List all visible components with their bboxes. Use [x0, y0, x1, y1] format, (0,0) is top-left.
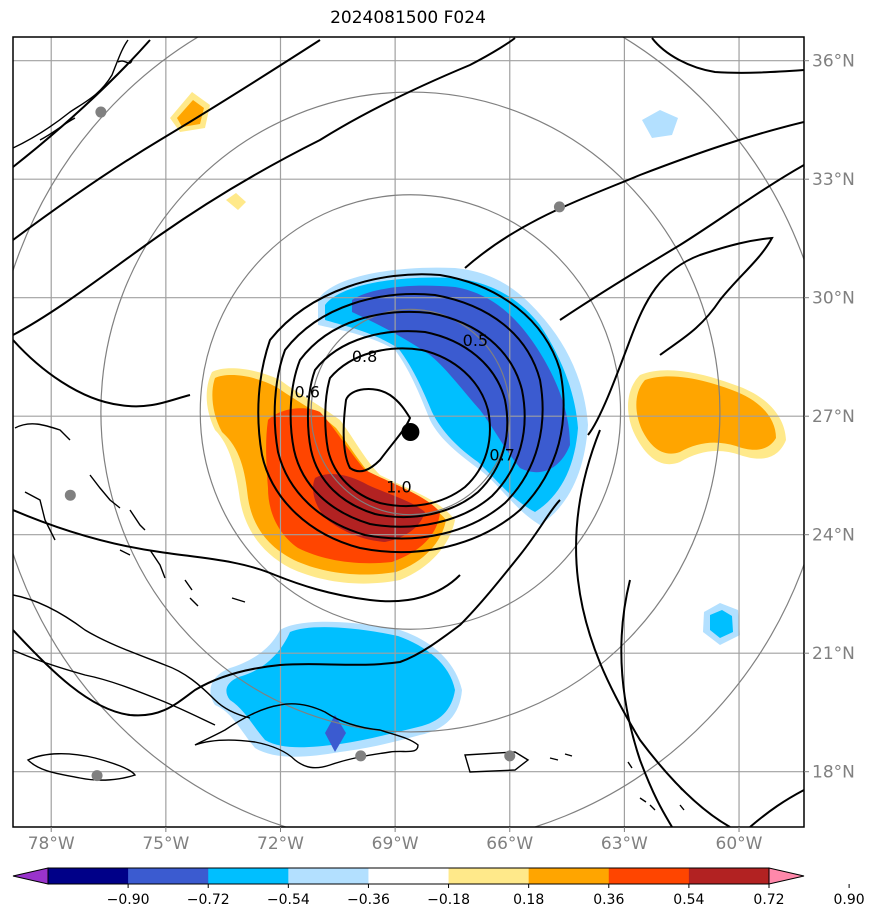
- patch-east-medium: [710, 610, 733, 638]
- south-negative-strong: [325, 715, 346, 752]
- colorbar-tick-label-0: −0.90: [107, 892, 150, 908]
- lat-tick-label-1: 21°N: [812, 644, 855, 664]
- coastline-lesser-antilles: [549, 753, 685, 811]
- contour-east-south: [575, 429, 731, 827]
- lat-tick-label-3: 27°N: [812, 407, 855, 427]
- contour-label-2: 0.6: [295, 383, 320, 402]
- lon-tick-label-3: 69°W: [372, 834, 419, 854]
- lon-tick-label-6: 60°W: [716, 834, 763, 854]
- latitude-axis: 18°N 21°N 24°N 27°N 30°N 33°N 36°N: [804, 52, 855, 783]
- anomaly-fill-layer: [170, 92, 786, 757]
- station-dot-3: [91, 770, 103, 782]
- lat-tick-label-6: 36°N: [812, 52, 855, 72]
- coastline-us-east: [13, 39, 133, 149]
- station-dot-5: [504, 750, 516, 762]
- contour-inner-low: [342, 388, 412, 473]
- station-dot-0: [95, 106, 107, 118]
- contour-cyclone-2: [273, 293, 544, 540]
- contour-cyclone-1: [257, 273, 565, 554]
- colorbar-segment-1: [128, 868, 209, 884]
- negative-anomaly-strong: [352, 285, 570, 473]
- lon-tick-label-2: 72°W: [257, 834, 304, 854]
- colorbar-extend-high: [768, 867, 805, 885]
- lat-tick-label-5: 33°N: [812, 170, 855, 190]
- lat-tick-label-2: 24°N: [812, 526, 855, 546]
- contour-southwest: [13, 499, 561, 717]
- colorbar-tick-label-4: −0.18: [427, 892, 470, 908]
- lon-tick-label-5: 63°W: [601, 834, 648, 854]
- contour-nw-2: [13, 39, 321, 241]
- colorbar-tick-label-2: −0.54: [267, 892, 310, 908]
- map-frame: [12, 36, 805, 828]
- contour-label-1: 0.8: [352, 347, 377, 366]
- patch-ne-light: [642, 110, 678, 138]
- contour-label-4: 1.0: [386, 477, 411, 496]
- contour-trough-east: [587, 236, 774, 436]
- south-negative-medium: [226, 627, 455, 748]
- contour-labels: 0.5 0.8 0.6 0.7 1.0: [295, 331, 515, 496]
- contour-label-3: 0.7: [489, 446, 514, 465]
- east-positive-medium: [636, 376, 776, 454]
- patch-north-medium: [177, 100, 204, 127]
- contour-nw-1: [13, 39, 151, 168]
- range-ring-1: [199, 194, 622, 630]
- coastline-cuba: [13, 594, 251, 719]
- patch-small-yellow: [226, 193, 246, 210]
- station-markers: [64, 106, 565, 782]
- contour-south-right: [749, 789, 804, 827]
- contour-west-2: [13, 509, 461, 603]
- colorbar-tick-label-1: −0.72: [187, 892, 230, 908]
- contour-nw-3: [13, 37, 516, 336]
- colorbar-segment-5: [448, 868, 530, 884]
- colorbar-segment-8: [688, 868, 770, 884]
- storm-center-marker: [401, 423, 420, 441]
- colorbar-tick-label-9: 0.90: [834, 892, 865, 908]
- lon-tick-label-1: 75°W: [142, 834, 189, 854]
- station-dot-1: [553, 201, 565, 213]
- contour-cyclone-4: [306, 330, 509, 519]
- colorbar-tick-label-7: 0.54: [673, 892, 704, 908]
- coastline-bahamas: [14, 423, 246, 607]
- coastline-hispaniola: [194, 703, 419, 769]
- contour-ne-2: [464, 121, 804, 269]
- contour-north-east: [651, 37, 804, 74]
- longitude-axis: 78°W 75°W 72°W 69°W 66°W 63°W 60°W: [28, 827, 763, 854]
- lat-tick-label-0: 18°N: [812, 763, 855, 783]
- station-dot-4: [355, 750, 367, 762]
- lon-tick-label-4: 66°W: [486, 834, 533, 854]
- colorbar-tick-label-6: 0.36: [593, 892, 624, 908]
- coastline-puerto-rico: [464, 751, 530, 773]
- station-dot-2: [64, 489, 76, 501]
- colorbar-segment-0: [48, 868, 129, 884]
- colorbar-tick-label-5: 0.18: [513, 892, 544, 908]
- contour-cyclone-5: [324, 347, 491, 508]
- contour-ne-3: [559, 164, 804, 321]
- colorbar-tick-label-8: 0.72: [753, 892, 784, 908]
- colorbar: −0.90 −0.72 −0.54 −0.36 −0.18 0.18 0.36 0.54 0.7…: [12, 867, 865, 908]
- lon-tick-label-0: 78°W: [28, 834, 75, 854]
- lat-tick-label-4: 30°N: [812, 289, 855, 309]
- colorbar-segment-7: [608, 868, 690, 884]
- contour-cyclone-3: [289, 310, 526, 528]
- contour-west-1: [13, 339, 191, 408]
- height-contours: [13, 37, 804, 827]
- colorbar-segment-6: [528, 868, 610, 884]
- colorbar-outline: [47, 867, 770, 885]
- chart-title: 2024081500 F024: [330, 8, 486, 28]
- contour-central: [620, 579, 673, 827]
- colorbar-segment-2: [208, 868, 289, 884]
- colorbar-segment-4: [368, 868, 450, 884]
- colorbar-tick-label-3: −0.36: [347, 892, 390, 908]
- colorbar-extend-low: [12, 867, 49, 885]
- coastline-jamaica: [26, 753, 137, 781]
- range-ring-0: [310, 308, 511, 516]
- colorbar-segment-3: [288, 868, 369, 884]
- contour-label-0: 0.5: [463, 331, 488, 350]
- range-rings: [13, 37, 804, 827]
